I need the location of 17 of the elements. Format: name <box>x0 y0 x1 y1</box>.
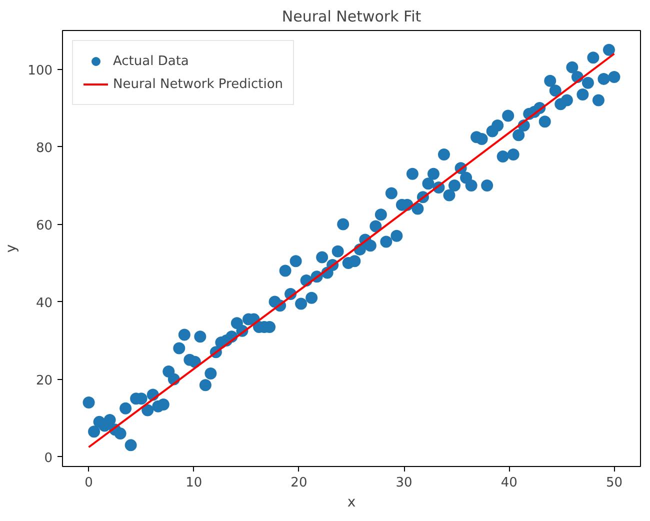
y-tick-label: 80 <box>36 140 53 156</box>
y-tick-label: 40 <box>36 296 53 311</box>
x-tick-label: 10 <box>186 476 202 490</box>
y-tick-label: 100 <box>28 63 53 78</box>
legend-label: Actual Data <box>113 54 189 68</box>
x-tick-label: 30 <box>396 476 412 490</box>
x-tick-label: 40 <box>500 476 518 490</box>
y-axis-title: y <box>4 244 20 253</box>
x-tick-label: 20 <box>290 476 308 490</box>
y-tick-label: 20 <box>36 373 53 388</box>
legend-label: Neural Network Prediction <box>113 76 284 92</box>
x-tick-label: 0 <box>84 476 93 490</box>
x-axis-title: x <box>347 494 356 510</box>
chart-title: Neural Network Fit <box>282 8 422 26</box>
y-tick-label: 60 <box>36 218 53 234</box>
x-tick-label: 50 <box>606 476 623 490</box>
y-tick-label: 0 <box>44 450 53 466</box>
